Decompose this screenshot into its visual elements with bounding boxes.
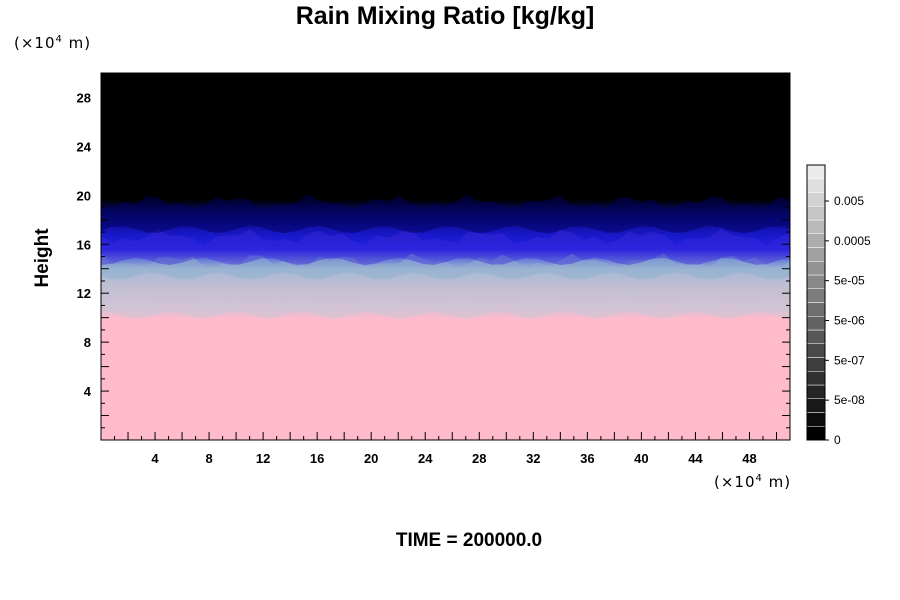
band-dark-blue <box>101 194 790 234</box>
x-tick-label: 40 <box>634 451 648 466</box>
band-lavender <box>101 294 790 319</box>
colorbar-bin <box>806 247 826 262</box>
colorbar-bin <box>806 426 826 441</box>
colorbar-bin <box>806 329 826 344</box>
colorbar-bin <box>806 357 826 372</box>
x-tick-label: 8 <box>205 451 212 466</box>
colorbar-bin <box>806 233 826 248</box>
y-tick-label: 24 <box>77 139 92 154</box>
x-tick-label: 44 <box>688 451 703 466</box>
colorbar-bin <box>806 288 826 303</box>
colorbar-label: 5e-07 <box>834 353 865 367</box>
x-tick-label: 32 <box>526 451 540 466</box>
colorbar-label: 0.005 <box>834 194 864 208</box>
x-tick-label: 16 <box>310 451 324 466</box>
y-tick-label: 4 <box>84 384 92 399</box>
x-tick-label: 12 <box>256 451 270 466</box>
x-tick-label: 48 <box>742 451 756 466</box>
y-unit-label: (×104 m) <box>14 34 92 52</box>
colorbar-bin <box>806 371 826 386</box>
colorbar-bin <box>806 412 826 427</box>
colorbar-label: 0.0005 <box>834 234 871 248</box>
y-tick-label: 8 <box>84 335 91 350</box>
heatmap-field <box>101 73 790 440</box>
colorbar-bin <box>806 164 826 179</box>
colorbar-bin <box>806 398 826 413</box>
band-blue <box>101 228 790 266</box>
x-tick-label: 4 <box>151 451 159 466</box>
colorbar-label: 0 <box>834 433 841 447</box>
colorbar-bin <box>806 178 826 193</box>
colorbar-label: 5e-06 <box>834 314 865 328</box>
colorbar-frame <box>806 164 826 441</box>
x-tick-label: 28 <box>472 451 486 466</box>
y-tick-label: 12 <box>77 286 91 301</box>
colorbar-bin <box>806 302 826 317</box>
y-tick-label: 16 <box>77 237 91 252</box>
band-light-blue <box>101 253 790 280</box>
y-tick-label: 28 <box>77 90 91 105</box>
colorbar-bin <box>806 343 826 358</box>
colorbar-label: 5e-05 <box>834 274 865 288</box>
colorbar-bin <box>806 219 826 234</box>
x-tick-label: 20 <box>364 451 378 466</box>
colorbar-label: 5e-08 <box>834 393 865 407</box>
colorbar-bin <box>806 261 826 276</box>
chart-title: Rain Mixing Ratio [kg/kg] <box>295 2 595 30</box>
colorbar-bin <box>806 206 826 221</box>
time-label: TIME = 200000.0 <box>395 530 543 551</box>
y-tick-label: 20 <box>77 188 91 203</box>
colorbar-bin <box>806 384 826 399</box>
colorbar-bin <box>806 192 826 207</box>
x-tick-label: 24 <box>418 451 433 466</box>
x-tick-label: 36 <box>580 451 594 466</box>
x-unit-label: (×104 m) <box>714 473 792 491</box>
colorbar-bin <box>806 316 826 331</box>
colorbar-bin <box>806 274 826 289</box>
